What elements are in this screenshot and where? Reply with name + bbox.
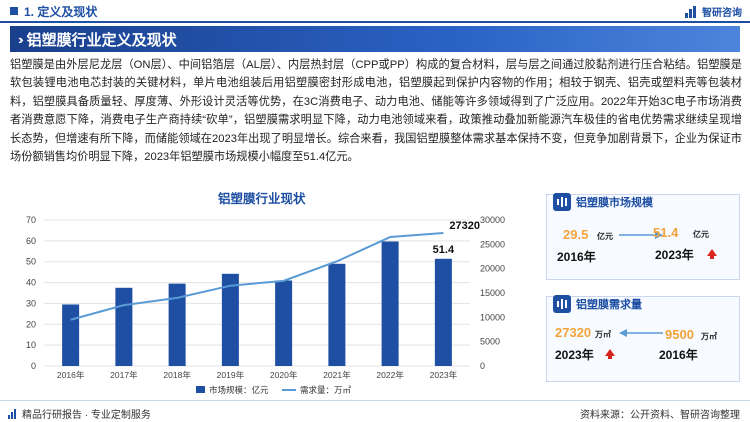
x-tick-label: 2023年 <box>430 370 458 380</box>
market-card-title: 铝塑膜市场规模 <box>576 197 653 209</box>
banner-title: 铝塑膜行业定义及现状 <box>26 31 177 49</box>
line-series <box>70 232 444 321</box>
footer-logo-icon <box>8 408 18 419</box>
source-note: 资料来源：公开资料、智研咨询整理 <box>580 410 740 421</box>
bar-chart-icon <box>553 193 571 211</box>
bar <box>62 304 80 366</box>
demand-card-title: 铝塑膜需求量 <box>576 299 642 311</box>
bar <box>221 273 239 366</box>
bar-data-label: 51.4 <box>433 244 455 256</box>
combo-chart: 0 10 20 30 40 50 60 70 0 5000 10000 15000 20000 25000… <box>26 215 505 395</box>
market-to-year: 2023年 <box>655 248 694 262</box>
x-tick-label: 2016年 <box>57 370 85 380</box>
market-from-unit: 亿元 <box>597 232 613 241</box>
chart-labels: 0 10 20 30 40 50 60 70 0 5000 10000 15000 20000 25000… <box>26 215 505 380</box>
right-arrow-icon <box>619 231 663 239</box>
market-to-value: 51.4 <box>653 225 679 240</box>
legend-bar-label: 市场规模：亿元 <box>209 385 269 395</box>
demand-line <box>70 232 444 321</box>
demand-a-value: 27320 <box>555 325 592 340</box>
y-left-tick-label: 0 <box>31 361 36 371</box>
x-tick-label: 2017年 <box>110 370 138 380</box>
bar <box>381 241 399 366</box>
top-bar: 1. 定义及现状 智研咨询 <box>0 0 750 22</box>
double-chevron-icon: ›› <box>18 31 23 47</box>
demand-b-year: 2016年 <box>659 348 698 362</box>
brand-logo-icon <box>685 5 699 18</box>
bar <box>275 280 293 366</box>
y-right-tick-label: 0 <box>480 361 485 371</box>
y-left-tick-label: 50 <box>26 257 36 267</box>
market-size-card: 铝塑膜市场规模 29.5 亿元 2016年 51.4 亿元 2023年 <box>546 191 740 280</box>
y-left-tick-label: 40 <box>26 278 36 288</box>
chart-title: 铝塑膜行业现状 <box>218 192 306 206</box>
y-right-tick-label: 20000 <box>480 264 505 274</box>
y-left-tick-label: 30 <box>26 298 36 308</box>
intro-paragraph: 铝塑膜是由外层尼龙层（ON层）、中间铝箔层（AL层）、内层热封层（CPP或PP）… <box>10 59 742 164</box>
section-title: 1. 定义及现状 <box>24 4 98 19</box>
y-right-tick-label: 10000 <box>480 312 505 322</box>
legend-line-label: 需求量：万㎡ <box>300 385 352 395</box>
demand-b-unit: 万㎡ <box>701 332 717 341</box>
up-arrow-icon <box>605 349 615 359</box>
bar <box>434 258 452 366</box>
x-tick-label: 2019年 <box>217 370 245 380</box>
y-right-tick-label: 25000 <box>480 239 505 249</box>
brand-logo: 智研咨询 <box>685 4 742 19</box>
footer-left-text: 精品行研报告 · 专业定制服务 <box>22 410 151 421</box>
up-arrow-icon <box>707 249 717 259</box>
y-right-tick-label: 15000 <box>480 288 505 298</box>
demand-card-head: 铝塑膜需求量 <box>553 293 642 315</box>
market-card-head: 铝塑膜市场规模 <box>553 191 653 213</box>
market-from-year: 2016年 <box>557 250 596 264</box>
section-marker <box>10 7 18 15</box>
footer: 精品行研报告 · 专业定制服务 资料来源：公开资料、智研咨询整理 <box>0 400 750 422</box>
demand-b-value: 9500 <box>665 327 694 342</box>
line-data-label: 27320 <box>449 220 480 232</box>
market-to-unit: 亿元 <box>693 230 709 239</box>
bar <box>168 283 186 366</box>
title-banner: ›› 铝塑膜行业定义及现状 <box>10 26 740 52</box>
y-right-tick-label: 30000 <box>480 215 505 225</box>
chart-legend: 市场规模：亿元 需求量：万㎡ <box>196 385 352 395</box>
y-right-tick-label: 5000 <box>480 337 500 347</box>
market-from-value: 29.5 <box>563 227 589 242</box>
left-arrow-icon <box>619 329 663 337</box>
x-tick-label: 2018年 <box>163 370 191 380</box>
y-left-tick-label: 70 <box>26 215 36 225</box>
demand-card: 铝塑膜需求量 27320 万㎡ 2023年 9500 万㎡ 2016年 <box>546 293 740 382</box>
bar <box>115 287 133 366</box>
y-left-tick-label: 60 <box>26 236 36 246</box>
y-left-tick-label: 10 <box>26 340 36 350</box>
demand-a-year: 2023年 <box>555 348 594 362</box>
y-left-tick-label: 20 <box>26 319 36 329</box>
chart-grid <box>44 219 470 367</box>
brand-name: 智研咨询 <box>702 8 742 19</box>
bar-chart-icon <box>553 295 571 313</box>
x-tick-label: 2022年 <box>376 370 404 380</box>
legend-bar-swatch <box>196 386 205 393</box>
demand-a-unit: 万㎡ <box>595 330 611 339</box>
x-tick-label: 2020年 <box>270 370 298 380</box>
x-tick-label: 2021年 <box>323 370 351 380</box>
footer-left: 精品行研报告 · 专业定制服务 <box>8 406 151 421</box>
bar-series <box>62 241 452 366</box>
bar <box>328 263 346 366</box>
top-divider <box>0 21 750 23</box>
